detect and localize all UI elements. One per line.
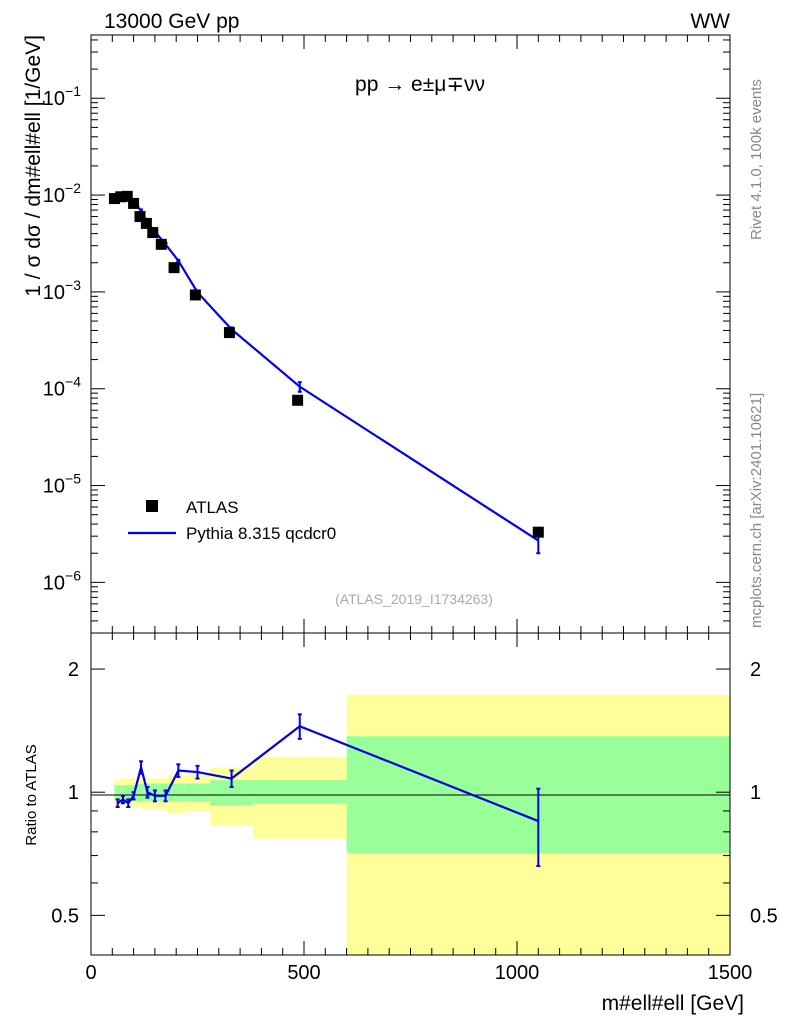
ratio-axis-ticks (90, 633, 731, 956)
main-y-tick-label: 10−2 (43, 180, 81, 207)
mc-series (115, 196, 541, 555)
ratio-y-tick-labels: 0.5 1 2 (51, 659, 79, 927)
legend: ATLAS Pythia 8.315 qcdcr0 (128, 498, 336, 543)
inner-band (135, 783, 145, 802)
mc-line (117, 196, 539, 542)
ratio-y-tick-label-right: 2 (750, 659, 761, 681)
legend-data-label: ATLAS (186, 498, 239, 517)
x-tick-label: 1000 (495, 962, 540, 984)
ratio-y-tick-label: 1 (68, 782, 79, 804)
ratio-series (115, 713, 541, 868)
data-point (121, 190, 133, 202)
x-tick-labels: 0 500 1000 1500 (85, 962, 752, 984)
main-panel: 10−610−510−410−310−210−1 pp → e±μ∓νν 1 /… (22, 34, 731, 634)
ratio-y-tick-label: 0.5 (51, 905, 79, 927)
main-y-tick-base: 10 (43, 185, 65, 207)
data-point (292, 394, 304, 406)
energy-label: 13000 GeV pp (104, 10, 239, 33)
inner-band (184, 783, 211, 802)
data-point (223, 327, 235, 339)
main-y-tick-exp: −5 (65, 471, 81, 487)
main-y-tick-exp: −4 (65, 374, 81, 390)
inner-band (252, 780, 347, 804)
inner-band (159, 783, 168, 802)
ratio-y-tick-label-right: 1 (750, 782, 761, 804)
rivet-info: Rivet 4.1.0, 100k events (748, 79, 765, 240)
main-y-tick-label: 10−6 (43, 567, 81, 594)
main-axis-ticks (90, 35, 731, 634)
x-axis-label: m#ell#ell [GeV] (602, 992, 744, 1015)
inner-band (125, 785, 132, 800)
data-point (128, 197, 140, 209)
x-tick-label: 1500 (708, 962, 753, 984)
main-y-tick-label: 10−1 (43, 83, 81, 110)
data-point (115, 191, 127, 203)
data-point (108, 193, 120, 205)
main-y-tick-base: 10 (43, 572, 65, 594)
data-point (140, 217, 152, 229)
site-credit: mcplots.cern.ch [arXiv:2401.10621] (748, 393, 765, 628)
main-y-tick-label: 10−3 (43, 277, 81, 304)
inner-band (114, 785, 121, 800)
data-point (147, 227, 159, 239)
uncertainty-bands (114, 694, 730, 955)
data-point (189, 289, 201, 301)
ratio-y-tick-labels-right: 0.5 1 2 (750, 659, 778, 927)
main-y-tick-exp: −2 (65, 180, 81, 196)
x-tick-label: 0 (85, 962, 96, 984)
data-series (108, 190, 544, 538)
main-y-axis-label: 1 / σ dσ / dm#ell#ell [1/GeV] (22, 35, 45, 297)
ratio-y-tick-label-right: 0.5 (750, 905, 778, 927)
main-y-tick-exp: −6 (65, 567, 81, 583)
main-y-tick-exp: −3 (65, 277, 81, 293)
main-frame (90, 34, 731, 634)
main-y-tick-base: 10 (43, 282, 65, 304)
data-point (134, 211, 146, 223)
legend-data-marker (146, 500, 158, 512)
analysis-reference: (ATLAS_2019_I1734263) (335, 591, 493, 607)
process-title: pp → e±μ∓νν (355, 73, 485, 96)
main-y-tick-label: 10−4 (43, 374, 81, 401)
data-point (168, 262, 180, 274)
data-point (155, 238, 167, 250)
x-tick-label: 500 (287, 962, 320, 984)
main-y-tick-exp: −1 (65, 83, 81, 99)
main-y-tick-base: 10 (43, 88, 65, 110)
ratio-y-axis-label: Ratio to ATLAS (23, 744, 40, 845)
legend-mc-label: Pythia 8.315 qcdcr0 (186, 524, 336, 543)
inner-band (120, 785, 126, 800)
ratio-panel: 0.512 0.512 0 500 1000 1500 Ratio to ATLAS … (23, 632, 778, 1015)
process-tag: WW (690, 10, 730, 33)
main-y-tick-base: 10 (43, 379, 65, 401)
main-y-tick-label: 10−5 (43, 471, 81, 498)
inner-band (167, 783, 185, 802)
main-y-tick-base: 10 (43, 476, 65, 498)
data-point (532, 526, 544, 538)
main-y-tick-labels: 10−610−510−410−310−210−1 (43, 83, 81, 594)
ratio-y-tick-label: 2 (68, 659, 79, 681)
